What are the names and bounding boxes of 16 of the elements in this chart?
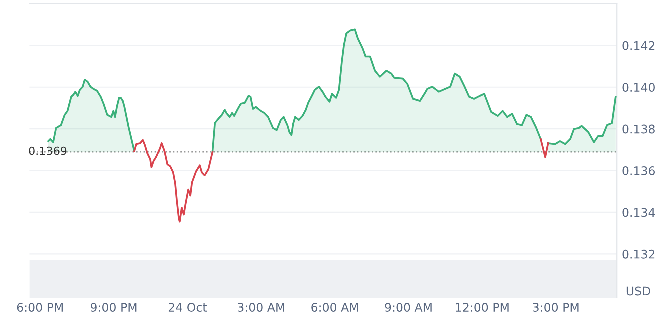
x-tick-label: 9:00 AM (385, 303, 432, 312)
x-tick-label: 9:00 PM (90, 303, 137, 312)
text: USD (626, 286, 650, 296)
y-tick-label: 0.134 (622, 208, 656, 218)
x-tick-label: 6:00 PM (17, 303, 63, 312)
x-tick-label: 12:00 PM (456, 303, 509, 312)
ref-line-label: 0.1369 (29, 146, 67, 156)
y-tick-label: 0.140 (622, 83, 655, 92)
y-tick-label: 0.142 (622, 41, 655, 50)
x-tick-label: 3:00 AM (238, 303, 284, 312)
x-tick-label: 24 Oct (168, 303, 208, 312)
x-tick-label: 3:00 PM (533, 303, 579, 312)
y-tick-label: 0.136 (622, 166, 656, 176)
y-tick-label: 0.132 (622, 250, 655, 259)
x-tick-label: 6:00 AM (312, 303, 358, 312)
y-tick-label: 0.138 (622, 124, 655, 134)
